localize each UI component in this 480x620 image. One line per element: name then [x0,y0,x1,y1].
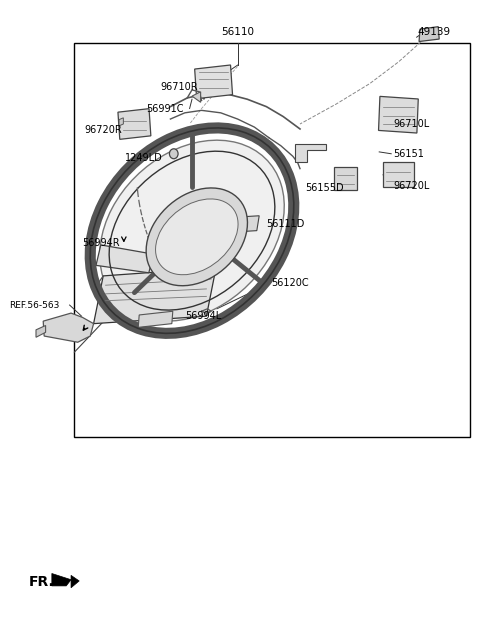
Text: 56994R: 56994R [83,238,120,248]
Polygon shape [96,245,154,273]
Text: 56151: 56151 [394,149,424,159]
Ellipse shape [146,188,248,286]
Text: 1249LD: 1249LD [125,153,163,163]
Text: 56111D: 56111D [266,219,305,229]
Polygon shape [192,92,201,102]
Text: 56110: 56110 [221,27,254,37]
Polygon shape [216,216,259,233]
Polygon shape [334,167,357,190]
Polygon shape [295,144,326,162]
Polygon shape [52,574,71,586]
Polygon shape [379,96,418,133]
Text: 56155D: 56155D [305,183,344,193]
Text: FR.: FR. [29,575,55,588]
Text: 96710R: 96710R [161,82,198,92]
Polygon shape [94,268,216,324]
Polygon shape [195,65,232,99]
Polygon shape [43,313,94,342]
Text: 96720L: 96720L [394,181,430,191]
Text: 96710L: 96710L [394,119,430,129]
Polygon shape [118,108,151,140]
Polygon shape [36,326,46,337]
Text: 56120C: 56120C [271,278,309,288]
Text: 56991C: 56991C [146,104,184,113]
Ellipse shape [156,199,238,275]
Bar [74,43,470,437]
Text: 96720R: 96720R [84,125,122,135]
Polygon shape [119,118,123,126]
Polygon shape [138,311,173,327]
Ellipse shape [169,149,178,159]
Text: 49139: 49139 [418,27,451,37]
Polygon shape [419,27,439,42]
Text: REF.56-563: REF.56-563 [10,301,60,309]
Polygon shape [383,162,414,187]
Text: 56994L: 56994L [185,311,221,321]
Polygon shape [71,575,79,588]
Ellipse shape [100,140,284,321]
